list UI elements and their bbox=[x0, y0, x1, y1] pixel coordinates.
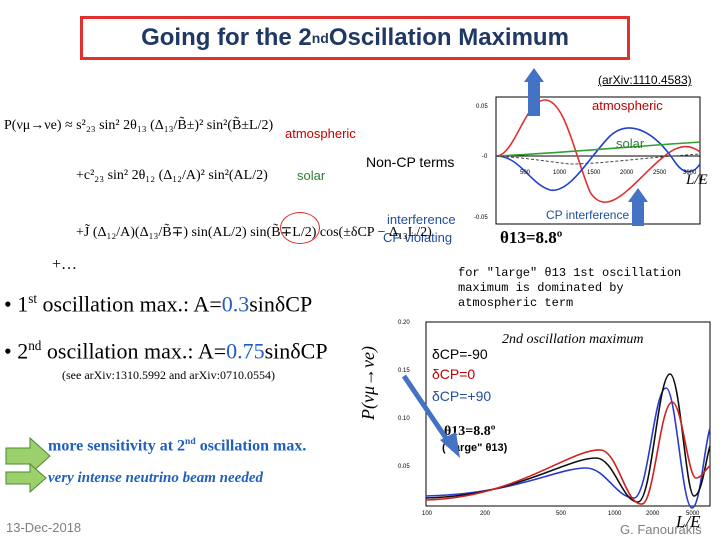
upper-xtick: 2000 bbox=[620, 170, 634, 176]
lower-ytick: 0.05 bbox=[398, 464, 410, 470]
bullet2-sup: nd bbox=[28, 338, 42, 353]
dcp-plus90: δCP=+90 bbox=[432, 388, 492, 404]
bullet-second-max: • 2nd oscillation max.: A=0.75sinδCP bbox=[4, 338, 328, 364]
theta-top-label: θ13=8.8º bbox=[500, 228, 563, 247]
formula-row-3: +J̃ (Δ₁₂/A)(Δ₁₃/B̃∓) sin(AL/2) sin(B̃∓L/… bbox=[76, 225, 432, 240]
lower-xtick: 100 bbox=[422, 511, 433, 517]
lower-xtick: 1000 bbox=[608, 511, 622, 517]
arrow-up-icon bbox=[528, 80, 540, 116]
formula-row-2: +c²₂₃ sin² 2θ₁₂ (Δ₁₂/A)² sin²(AL/2) bbox=[76, 168, 268, 183]
interference-label: interference bbox=[387, 212, 456, 227]
theta-lower-label: θ13=8.8º bbox=[444, 424, 496, 439]
title-main: Going for the 2 bbox=[141, 24, 312, 51]
bullet2-text: oscillation max.: A= bbox=[41, 338, 227, 364]
upper-ytick: 0.05 bbox=[476, 104, 488, 110]
lower-ytick: 0.15 bbox=[398, 368, 410, 374]
footer-author: G. Fanourakis bbox=[620, 522, 702, 537]
upper-xtick: 3000 bbox=[683, 170, 697, 176]
bullet2-pre: • 2 bbox=[4, 338, 29, 364]
lower-ytick: 0.10 bbox=[398, 416, 410, 422]
upper-xtick: 2500 bbox=[653, 170, 667, 176]
green-arrow-icon bbox=[5, 462, 47, 494]
reference-link[interactable]: (arXiv:1110.4583) bbox=[598, 73, 692, 87]
bullet1-pre: • 1 bbox=[4, 291, 29, 317]
sensitivity-post: oscillation max. bbox=[195, 437, 307, 455]
sensitivity-pre: more sensitivity at 2 bbox=[48, 437, 186, 455]
upper-xtick: 500 bbox=[520, 170, 531, 176]
atmospheric-label-mid: atmospheric bbox=[285, 126, 356, 141]
non-cp-terms-label: Non-CP terms bbox=[366, 154, 455, 170]
dcp-minus90: δCP=-90 bbox=[432, 346, 488, 362]
solar-label-left: solar bbox=[297, 168, 326, 183]
plus-ellipsis: +… bbox=[52, 256, 78, 273]
formula-row-1: P(νμ→νe) ≈ s²₂₃ sin² 2θ₁₃ (Δ₁₃/B̃±)² sin… bbox=[4, 118, 274, 133]
lower-xtick: 500 bbox=[556, 511, 567, 517]
bullet2-end: sinδCP bbox=[264, 338, 328, 364]
lower-xtick: 2000 bbox=[646, 511, 660, 517]
solar-label-right: solar bbox=[616, 136, 645, 151]
atmospheric-label-top: atmospheric bbox=[592, 98, 663, 113]
green-arrow-icon bbox=[5, 436, 51, 476]
sensitivity-sup: nd bbox=[185, 436, 196, 447]
lower-xtick: 5000 bbox=[686, 511, 700, 517]
see-references: (see arXiv:1310.5992 and arXiv:0710.0554… bbox=[62, 368, 275, 382]
beam-needed-text: very intense neutrino beam needed bbox=[48, 470, 263, 486]
y-axis-label: P(νμ→νe) bbox=[358, 346, 378, 420]
sensitivity-text: more sensitivity at 2nd oscillation max. bbox=[48, 436, 306, 455]
second-max-label: 2nd oscillation maximum bbox=[502, 332, 644, 347]
upper-ytick: -0 bbox=[482, 154, 488, 160]
dcp-zero: δCP=0 bbox=[432, 366, 476, 382]
bullet1-sup: st bbox=[28, 291, 37, 306]
cp-interference-label: CP interference bbox=[546, 208, 630, 222]
footer-date: 13-Dec-2018 bbox=[6, 520, 82, 535]
lower-xtick: 200 bbox=[480, 511, 491, 517]
le-label-top: L/E bbox=[686, 172, 708, 188]
le-label-bottom: L/E bbox=[676, 512, 701, 531]
delta-cp-highlight bbox=[280, 212, 320, 244]
lower-ytick: 0.20 bbox=[398, 320, 410, 326]
bullet1-text: oscillation max.: A= bbox=[37, 291, 222, 317]
lower-plot: 0.20 0.15 0.10 0.05 100 200 500 1000 200… bbox=[398, 320, 711, 517]
title-rest: Oscillation Maximum bbox=[328, 24, 569, 51]
arrow-head-icon bbox=[524, 68, 544, 82]
bullet1-value: 0.3 bbox=[221, 291, 250, 317]
cp-violating-label: CP violating bbox=[383, 230, 453, 245]
bullet2-value: 0.75 bbox=[226, 338, 265, 364]
arrow-head-icon bbox=[628, 188, 648, 202]
diagonal-arrow-icon bbox=[401, 374, 460, 458]
title-sup: nd bbox=[311, 30, 329, 46]
bullet-first-max: • 1st oscillation max.: A=0.3sinδCP bbox=[4, 291, 312, 317]
arrow-up-icon bbox=[632, 200, 644, 226]
upper-ytick: -0.05 bbox=[474, 215, 488, 221]
bullet1-end: sinδCP bbox=[249, 291, 313, 317]
upper-xtick: 1000 bbox=[553, 170, 567, 176]
large-theta-note: for "large" θ13 1st oscillation maximum … bbox=[458, 266, 682, 310]
upper-xtick: 1500 bbox=[587, 170, 601, 176]
